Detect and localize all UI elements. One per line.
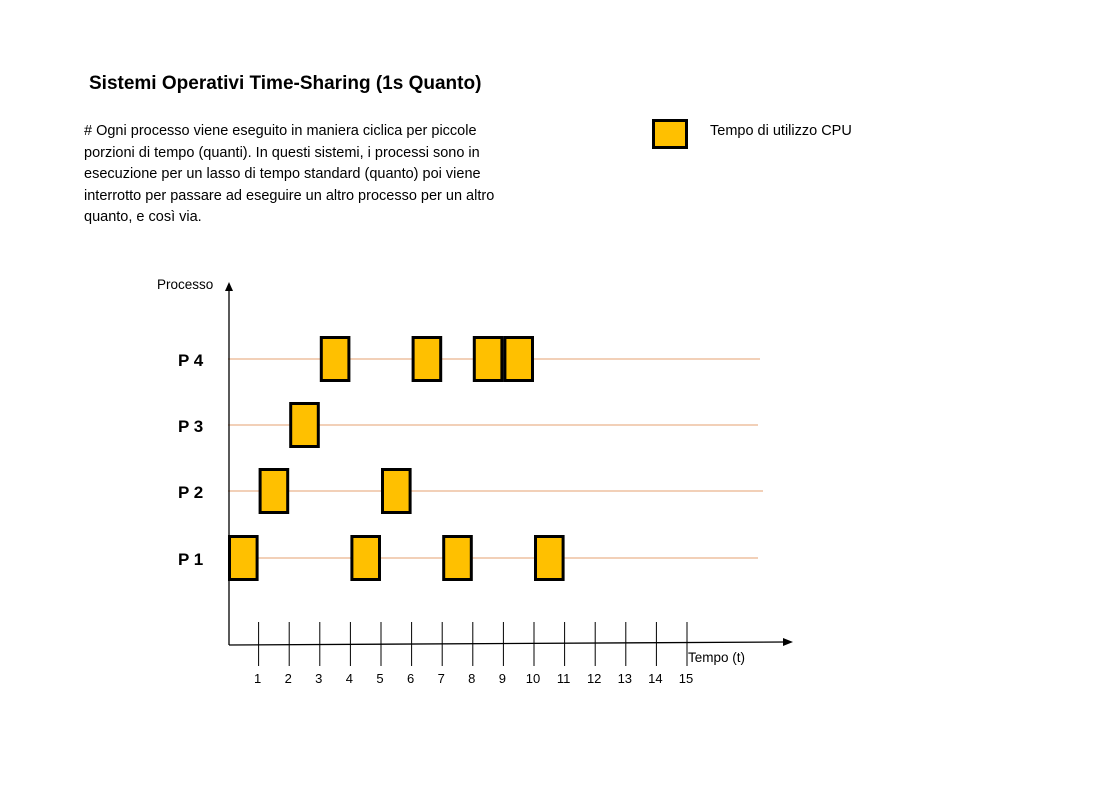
tick-label: 13 bbox=[618, 671, 632, 686]
x-axis-arrow bbox=[783, 638, 793, 646]
tick-labels: 1 2 3 4 5 6 7 8 9 10 11 12 13 14 15 bbox=[254, 671, 693, 686]
page-title: Sistemi Operativi Time-Sharing (1s Quant… bbox=[89, 73, 482, 94]
legend-label: Tempo di utilizzo CPU bbox=[710, 123, 852, 139]
cpu-block bbox=[534, 535, 565, 581]
cpu-block bbox=[350, 535, 381, 581]
tick-label: 2 bbox=[285, 671, 292, 686]
x-axis-label: Tempo (t) bbox=[688, 650, 745, 665]
tick-label: 6 bbox=[407, 671, 414, 686]
process-label: P 4 bbox=[178, 351, 204, 370]
tick-label: 12 bbox=[587, 671, 601, 686]
cpu-blocks bbox=[228, 336, 565, 581]
x-axis bbox=[228, 641, 785, 646]
tick-label: 3 bbox=[315, 671, 322, 686]
description-text: # Ogni processo viene eseguito in manier… bbox=[84, 123, 495, 225]
cpu-block bbox=[442, 535, 473, 581]
process-label: P 3 bbox=[178, 417, 203, 436]
lane-lines bbox=[228, 358, 763, 559]
process-labels: P 1 P 2 P 3 P 4 bbox=[178, 351, 204, 569]
process-label: P 1 bbox=[178, 550, 203, 569]
tick-label: 10 bbox=[526, 671, 540, 686]
legend: Tempo di utilizzo CPU bbox=[652, 117, 1109, 149]
cpu-block bbox=[258, 468, 290, 514]
cpu-block bbox=[228, 535, 259, 581]
axes bbox=[225, 282, 793, 646]
tick-label: 11 bbox=[557, 671, 571, 686]
cpu-block bbox=[319, 336, 351, 382]
tick-label: 7 bbox=[438, 671, 445, 686]
cpu-block bbox=[411, 336, 443, 382]
tick-label: 14 bbox=[648, 671, 662, 686]
cpu-block bbox=[381, 468, 412, 514]
cpu-block bbox=[472, 336, 504, 382]
tick-label: 1 bbox=[254, 671, 261, 686]
tick-label: 8 bbox=[468, 671, 475, 686]
tick-label: 5 bbox=[376, 671, 383, 686]
y-axis-label: Processo bbox=[157, 277, 213, 292]
cpu-block bbox=[503, 336, 534, 382]
tick-label: 9 bbox=[499, 671, 506, 686]
y-axis-arrow bbox=[225, 282, 233, 291]
legend-swatch bbox=[652, 119, 688, 149]
cpu-block bbox=[289, 402, 320, 448]
process-label: P 2 bbox=[178, 483, 203, 502]
tick-label: 15 bbox=[679, 671, 693, 686]
tick-label: 4 bbox=[346, 671, 353, 686]
